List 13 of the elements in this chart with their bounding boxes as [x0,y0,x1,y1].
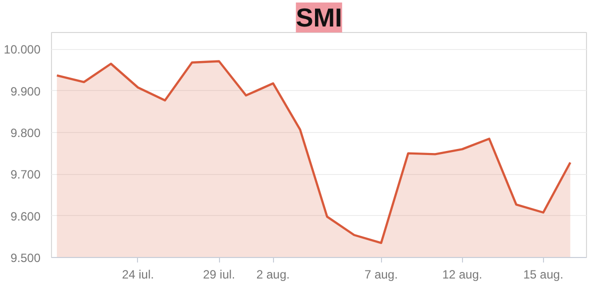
x-tick-label: 24 iul. [122,268,154,282]
y-tick-label: 9.600 [10,209,41,224]
x-tick-label: 2 aug. [256,268,290,282]
y-tick-label: 9.500 [10,251,41,265]
x-tick-label: 7 aug. [364,268,398,282]
y-tick-label: 9.800 [10,126,41,140]
x-tick-label: 29 iul. [203,268,236,282]
x-tick-label: 12 aug. [442,268,482,282]
y-tick-label: 9.700 [10,168,41,182]
y-tick-label: 9.900 [10,84,41,98]
x-tick-label: 15 aug. [523,268,564,282]
y-tick-label: 10.000 [4,42,41,57]
chart-title: SMI [296,2,342,32]
